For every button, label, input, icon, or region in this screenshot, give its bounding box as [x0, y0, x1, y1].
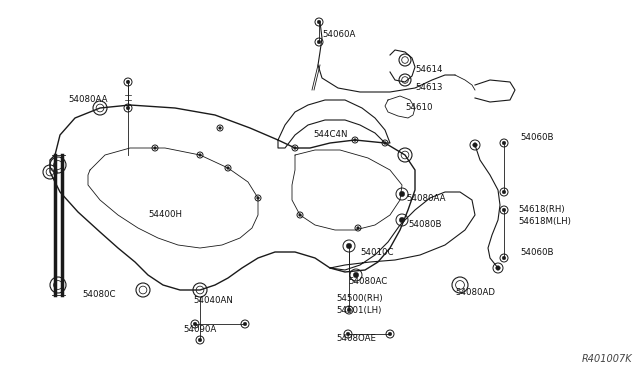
Circle shape	[219, 126, 221, 129]
Text: 54613: 54613	[415, 83, 442, 92]
Circle shape	[383, 142, 387, 144]
Circle shape	[126, 80, 130, 84]
Circle shape	[317, 20, 321, 24]
Circle shape	[154, 147, 156, 149]
Circle shape	[198, 338, 202, 342]
Text: 54040AN: 54040AN	[193, 296, 233, 305]
Text: 54618(RH): 54618(RH)	[518, 205, 564, 214]
Text: 54400H: 54400H	[148, 210, 182, 219]
Circle shape	[353, 272, 358, 278]
Circle shape	[294, 147, 296, 149]
Circle shape	[502, 208, 506, 212]
Circle shape	[347, 308, 351, 312]
Circle shape	[399, 191, 404, 197]
Text: 54090A: 54090A	[183, 325, 216, 334]
Text: 54080C: 54080C	[82, 290, 115, 299]
Text: 54618M(LH): 54618M(LH)	[518, 217, 571, 226]
Circle shape	[346, 332, 350, 336]
Text: 5408OAE: 5408OAE	[336, 334, 376, 343]
Text: 54080AD: 54080AD	[455, 288, 495, 297]
Circle shape	[198, 154, 202, 156]
Circle shape	[399, 217, 404, 223]
Circle shape	[502, 141, 506, 145]
Text: 54080AA: 54080AA	[68, 95, 108, 104]
Text: 54080B: 54080B	[408, 220, 442, 229]
Text: R401007K: R401007K	[581, 354, 632, 364]
Circle shape	[502, 256, 506, 260]
Text: 54080AA: 54080AA	[406, 194, 445, 203]
Circle shape	[473, 143, 477, 147]
Circle shape	[193, 322, 197, 326]
Text: 54060B: 54060B	[520, 133, 554, 142]
Circle shape	[257, 197, 259, 199]
Text: 54500(RH): 54500(RH)	[336, 294, 383, 303]
Circle shape	[227, 167, 229, 169]
Circle shape	[243, 322, 247, 326]
Circle shape	[354, 139, 356, 141]
Text: 54060B: 54060B	[520, 248, 554, 257]
Text: 54501(LH): 54501(LH)	[336, 306, 381, 315]
Text: 544C4N: 544C4N	[313, 130, 348, 139]
Circle shape	[317, 40, 321, 44]
Circle shape	[346, 243, 352, 249]
Text: 54614: 54614	[415, 65, 442, 74]
Circle shape	[126, 106, 130, 110]
Circle shape	[388, 332, 392, 336]
Circle shape	[502, 190, 506, 194]
Text: 54080AC: 54080AC	[348, 277, 387, 286]
Text: 54060A: 54060A	[322, 30, 355, 39]
Circle shape	[356, 227, 359, 230]
Text: 54010C: 54010C	[360, 248, 394, 257]
Circle shape	[496, 266, 500, 270]
Circle shape	[299, 214, 301, 217]
Text: 54610: 54610	[405, 103, 433, 112]
